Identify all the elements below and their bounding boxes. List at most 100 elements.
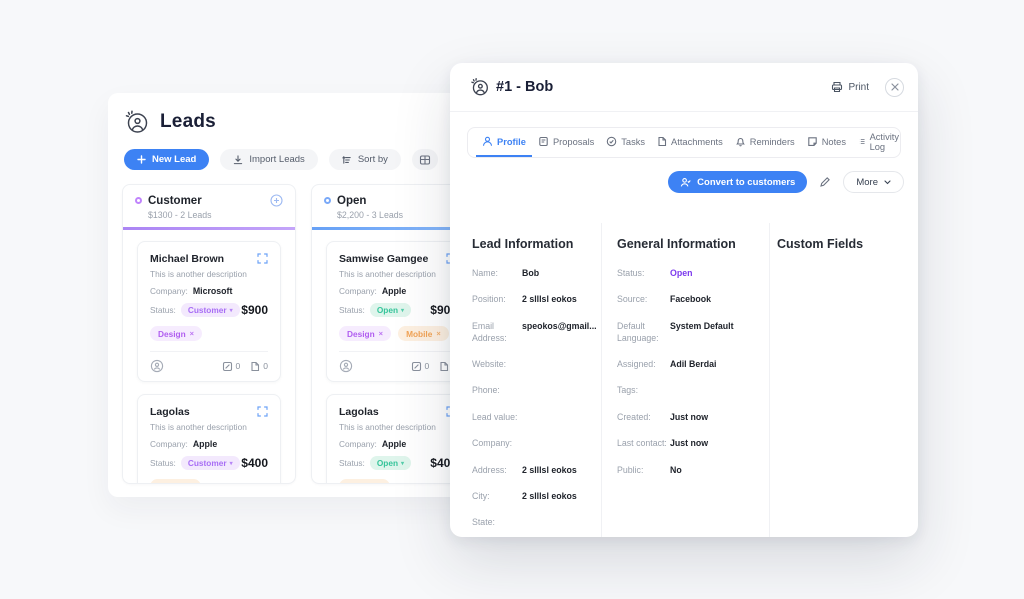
assignee-avatar-icon[interactable] [150, 359, 164, 373]
table-grid-icon [419, 154, 430, 165]
caret-down-icon: ▾ [229, 307, 233, 314]
status-pill[interactable]: Open ▾ [369, 303, 412, 317]
section-heading: Custom Fields [777, 237, 864, 251]
field-name: Name: Bob [472, 268, 540, 278]
more-button[interactable]: More [843, 171, 904, 193]
convert-to-customers-button[interactable]: Convert to customers [668, 171, 808, 193]
company-value: Apple [192, 439, 218, 449]
field-default-language: Default Language: System Default [617, 320, 734, 343]
kanban-board: Customer $1300 - 2 Leads Michael Brown [108, 170, 578, 484]
tag-pill[interactable]: Mobile × [150, 479, 201, 483]
add-lead-icon[interactable] [270, 194, 283, 207]
status-label: Status: [150, 458, 176, 468]
caret-down-icon: ▾ [229, 460, 233, 467]
status-label: Status: [339, 458, 365, 468]
remove-tag-icon[interactable]: × [378, 329, 384, 338]
convert-user-icon [680, 177, 691, 187]
field-source: Source: Facebook [617, 294, 712, 305]
lead-card[interactable]: Lagolas This is another description Comp… [326, 394, 470, 483]
print-button[interactable]: Print [831, 81, 869, 93]
lead-name: Lagolas [150, 406, 190, 418]
column-name: Open [337, 194, 367, 207]
status-pill[interactable]: Customer ▾ [180, 456, 240, 470]
plus-icon [137, 155, 146, 164]
tag-pill[interactable]: Mobile × [398, 326, 449, 341]
tasks-count[interactable]: 0 [222, 361, 240, 372]
leads-toolbar: New Lead Import Leads Sort by [108, 135, 578, 170]
lead-card[interactable]: Michael Brown This is another descriptio… [137, 241, 281, 382]
modal-title: #1 - Bob [496, 79, 554, 95]
tag-pill[interactable]: Design × [150, 326, 203, 341]
field-phone: Phone: [472, 385, 500, 396]
modal-tabbar: Profile Proposals Tasks Attachments Remi… [467, 127, 901, 158]
tab-reminders[interactable]: Reminders [729, 128, 801, 157]
new-lead-button[interactable]: New Lead [124, 149, 210, 170]
remove-tag-icon[interactable]: × [377, 482, 381, 483]
column-name: Customer [148, 194, 202, 207]
tab-notes[interactable]: Notes [801, 128, 852, 157]
status-pill[interactable]: Customer ▾ [180, 303, 240, 317]
field-website: Website: [472, 359, 507, 369]
edit-pencil-icon[interactable] [819, 176, 831, 188]
expand-icon[interactable] [257, 406, 268, 417]
lead-value: $900 [241, 303, 268, 317]
lead-name: Michael Brown [150, 253, 225, 265]
remove-tag-icon[interactable]: × [188, 482, 192, 483]
field-address: Address: 2 slllsl eokos [472, 464, 577, 475]
documents-count[interactable]: 0 [250, 361, 268, 372]
field-position: Position: 2 slllsl eokos [472, 294, 577, 305]
company-label: Company: [150, 439, 188, 449]
close-icon[interactable] [885, 77, 904, 97]
sort-by-button[interactable]: Sort by [328, 149, 401, 170]
column-dot-icon [324, 197, 331, 204]
tab-activity-log[interactable]: Activity Log [852, 128, 908, 157]
document-icon [440, 361, 449, 371]
tasks-count[interactable]: 0 [411, 361, 429, 372]
tab-attachments[interactable]: Attachments [651, 128, 729, 157]
modal-actions: Convert to customers More [450, 158, 918, 193]
field-city: City: 2 slllsl eokos [472, 490, 577, 501]
remove-tag-icon[interactable]: × [189, 329, 195, 338]
column-accent-bar [123, 227, 295, 230]
chevron-down-icon [884, 179, 891, 184]
table-view-button[interactable] [411, 149, 438, 170]
lead-card[interactable]: Samwise Gamgee This is another descripti… [326, 241, 470, 382]
remove-tag-icon[interactable]: × [436, 329, 441, 338]
company-value: Apple [381, 286, 407, 296]
assignee-avatar-icon[interactable] [339, 359, 353, 373]
tasks-icon [411, 361, 421, 371]
field-last-contact: Last contact: Just now [617, 438, 709, 449]
field-tags: Tags: [617, 385, 639, 396]
import-icon [234, 154, 243, 164]
tab-proposals[interactable]: Proposals [532, 128, 600, 157]
lead-value: $400 [241, 456, 268, 470]
lead-information-section: Lead Information Name: Bob Position: 2 s… [450, 223, 602, 537]
status-pill[interactable]: Open ▾ [369, 456, 412, 470]
tag-pill[interactable]: Design × [339, 326, 392, 341]
column-dot-icon [135, 197, 142, 204]
tab-profile[interactable]: Profile [476, 128, 532, 157]
profile-icon [482, 136, 493, 146]
leads-icon [124, 109, 150, 135]
tag-pill[interactable]: Mobile × [339, 479, 390, 483]
activity-log-icon [859, 139, 865, 144]
lead-detail-content: Lead Information Name: Bob Position: 2 s… [450, 223, 918, 537]
printer-icon [832, 81, 843, 93]
status-open-value: Open [670, 268, 693, 278]
status-label: Status: [150, 305, 176, 315]
caret-down-icon: ▾ [401, 460, 405, 467]
lead-description: This is another description [150, 422, 247, 432]
field-company: Company: [472, 438, 513, 449]
tab-tasks[interactable]: Tasks [600, 128, 651, 157]
lead-card[interactable]: Lagolas This is another description Comp… [137, 394, 281, 483]
proposals-icon [539, 136, 548, 147]
lead-detail-modal: #1 - Bob Print Profile Proposals Tasks [450, 63, 918, 537]
lead-description: This is another description [150, 269, 247, 279]
attachment-icon [658, 136, 667, 147]
expand-icon[interactable] [257, 253, 268, 264]
bell-icon [735, 137, 745, 147]
import-leads-button[interactable]: Import Leads [220, 149, 318, 170]
lead-description: This is another description [339, 422, 436, 432]
section-heading: Lead Information [472, 237, 574, 251]
field-status: Status: Open [617, 268, 693, 278]
